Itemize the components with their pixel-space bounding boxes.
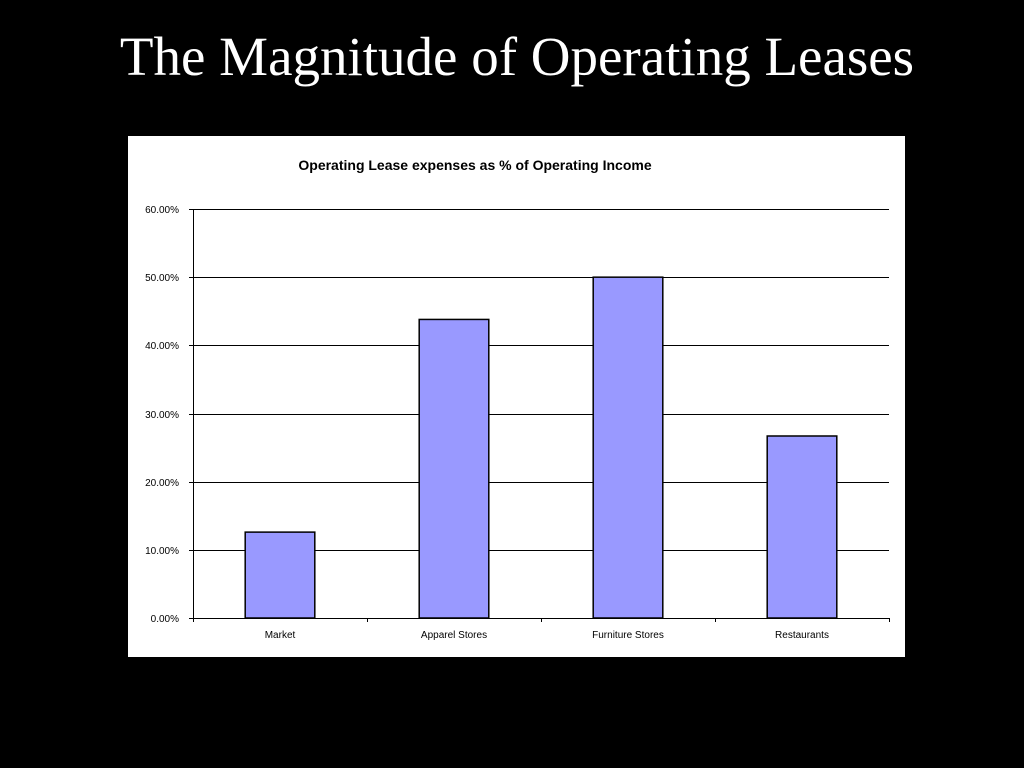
chart-title: Operating Lease expenses as % of Operati… <box>298 157 651 173</box>
x-category-label: Restaurants <box>775 630 829 641</box>
axis-labels: 0.00% 10.00% 20.00% 30.00% 40.00% 50.00% 60.00… <box>145 205 829 641</box>
y-tick-label: 40.00% <box>145 341 179 352</box>
bar-restaurants <box>766 435 838 619</box>
y-tick-label: 10.00% <box>145 546 179 557</box>
y-tick-label: 20.00% <box>145 478 179 489</box>
bar-furniture-stores <box>592 276 664 619</box>
x-category-label: Apparel Stores <box>421 630 487 641</box>
y-tick-label: 60.00% <box>145 205 179 216</box>
y-tick-label: 0.00% <box>151 614 179 625</box>
y-tick-label: 30.00% <box>145 410 179 421</box>
axes <box>189 209 890 622</box>
chart-panel: Operating Lease expenses as % of Operati… <box>128 136 905 657</box>
slide-title: The Magnitude of Operating Leases <box>119 26 915 87</box>
y-tick-label: 50.00% <box>145 273 179 284</box>
bar-apparel-stores <box>418 318 490 619</box>
bar-market <box>244 531 316 619</box>
bars <box>244 276 838 619</box>
x-category-label: Furniture Stores <box>592 630 664 641</box>
x-category-label: Market <box>265 630 296 641</box>
bar-chart: Operating Lease expenses as % of Operati… <box>145 157 890 641</box>
